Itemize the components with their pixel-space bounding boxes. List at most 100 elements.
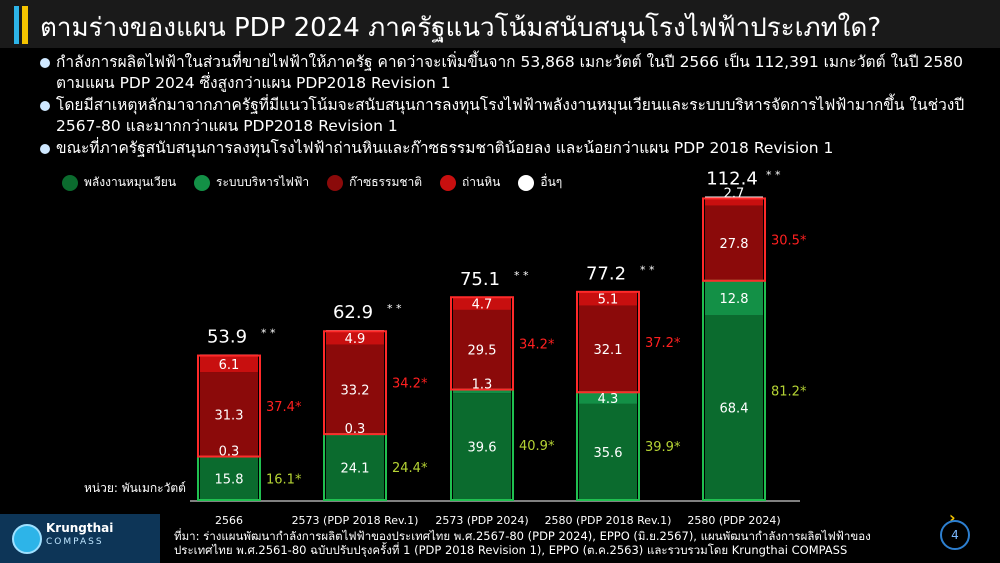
legend-item-grid-management: ระบบบริหารไฟฟ้า: [194, 173, 309, 192]
bar-value-label: 39.6: [468, 441, 497, 456]
bar-value-label: 0.3: [219, 445, 240, 460]
bar-segment-0: [326, 434, 384, 500]
bar-segment-0: [453, 393, 511, 500]
bar-value-label: 6.1: [219, 358, 240, 373]
bar-total-label: 53.9: [207, 326, 247, 347]
bar-segment-0: [579, 403, 637, 500]
logo-name: Krungthai: [46, 521, 114, 535]
bullet-item: โดยมีสาเหตุหลักมาจากภาครัฐที่มีแนวโน้มจะ…: [40, 95, 980, 137]
red-group-outline: [576, 290, 640, 394]
chevron-right-icon: ›: [949, 508, 956, 527]
red-group-outline: [702, 197, 766, 282]
bar-total-marks: * *: [766, 169, 781, 182]
bar-total-marks: * *: [514, 269, 529, 282]
bar-value-label: 27.8: [720, 237, 749, 252]
green-group-label: 40.9*: [519, 439, 555, 454]
green-group-label: 39.9*: [645, 440, 681, 455]
bar-value-label: 1.3: [472, 378, 493, 393]
chart-legend: พลังงานหมุนเวียน ระบบบริหารไฟฟ้า ก๊าซธรร…: [62, 173, 562, 192]
x-tick-label: 2566: [215, 514, 243, 527]
bar-value-label: 68.4: [720, 402, 749, 417]
title-bar: ตามร่างของแผน PDP 2024 ภาครัฐแนวโน้มสนับ…: [0, 0, 1000, 48]
legend-swatch: [440, 174, 457, 191]
logo-subtitle: COMPASS: [46, 537, 104, 547]
x-tick-label: 2573 (PDP 2018 Rev.1): [292, 514, 419, 527]
red-group-label: 37.2*: [645, 336, 681, 351]
bar-total-marks: * *: [261, 326, 276, 339]
page-number: 4: [940, 520, 970, 550]
green-group-label: 81.2*: [771, 384, 807, 399]
bar-segment-2: [453, 309, 511, 390]
bar-total-label: 77.2: [586, 264, 626, 285]
x-tick-label: 2580 (PDP 2024): [687, 514, 780, 527]
title-accent-yellow: [22, 6, 28, 44]
legend-label: ระบบบริหารไฟฟ้า: [216, 175, 310, 189]
red-group-outline: [323, 330, 387, 436]
bar-value-label: 33.2: [341, 383, 370, 398]
legend-swatch: [62, 174, 78, 191]
bar-value-label: 15.8: [215, 473, 244, 488]
bar-segment-1: [453, 389, 511, 394]
red-group-label: 34.2*: [519, 337, 555, 352]
page-title: ตามร่างของแผน PDP 2024 ภาครัฐแนวโน้มสนับ…: [40, 13, 882, 43]
red-group-label: 34.2*: [392, 377, 428, 392]
bar-segment-0: [705, 315, 763, 500]
legend-label: อื่นๆ: [540, 175, 563, 189]
bar-total-marks: * *: [640, 264, 655, 277]
bar-segment-3: [326, 331, 384, 345]
bar-value-label: 32.1: [594, 343, 623, 358]
green-group-label: 16.1*: [266, 472, 302, 487]
legend-label: ก๊าซธรรมชาติ: [349, 175, 423, 189]
bar-total-label: 62.9: [333, 302, 373, 323]
bar-value-label: 4.3: [598, 392, 619, 407]
bar-total-label: 75.1: [460, 269, 500, 290]
legend-item-coal: ถ่านหิน: [440, 173, 500, 192]
red-group-label: 30.5*: [771, 234, 807, 249]
red-group-outline: [450, 296, 514, 391]
bar-segment-3: [453, 297, 511, 310]
bar-segment-1: [705, 280, 763, 316]
bar-segment-0: [200, 457, 258, 500]
title-accent-blue: [14, 6, 19, 44]
bar-value-label: 4.9: [345, 332, 366, 347]
bullet-item: กำลังการผลิตไฟฟ้าในส่วนที่ขายไฟฟ้าให้ภาค…: [40, 52, 980, 94]
bar-segment-3: [200, 355, 258, 373]
bar-segment-3: [579, 291, 637, 306]
legend-item-renewable: พลังงานหมุนเวียน: [62, 173, 176, 192]
legend-item-other: อื่นๆ: [518, 173, 562, 192]
unit-label: หน่วย: พันเมกะวัตต์: [84, 481, 186, 495]
bar-segment-3: [705, 198, 763, 206]
legend-label: พลังงานหมุนเวียน: [84, 175, 177, 189]
legend-swatch: [194, 174, 211, 191]
x-tick-label: 2573 (PDP 2024): [435, 514, 528, 527]
bar-value-label: 4.7: [472, 298, 493, 313]
x-tick-label: 2580 (PDP 2018 Rev.1): [545, 514, 672, 527]
bar-total-label: 112.4: [706, 169, 758, 190]
bar-segment-2: [705, 205, 763, 281]
red-group-outline: [197, 354, 261, 458]
bar-total-marks: * *: [387, 302, 402, 315]
legend-swatch: [518, 174, 535, 191]
bar-value-label: 35.6: [594, 446, 623, 461]
legend-swatch: [327, 174, 344, 191]
krungthai-logo-icon: [12, 524, 42, 554]
legend-item-natural-gas: ก๊าซธรรมชาติ: [327, 173, 422, 192]
bar-value-label: 0.3: [345, 422, 366, 437]
bar-segment-1: [579, 392, 637, 404]
bar-value-label: 29.5: [468, 344, 497, 359]
bar-value-label: 24.1: [341, 461, 370, 476]
bar-segment-2: [579, 305, 637, 393]
bar-segment-2: [326, 344, 384, 435]
bullet-item: ขณะที่ภาครัฐสนับสนุนการลงทุนโรงไฟฟ้าถ่าน…: [40, 138, 980, 159]
red-group-label: 37.4*: [266, 400, 302, 415]
bullet-list: กำลังการผลิตไฟฟ้าในส่วนที่ขายไฟฟ้าให้ภาค…: [40, 52, 980, 160]
bar-segment-2: [200, 372, 258, 457]
bar-value-label: 5.1: [598, 293, 619, 308]
green-group-label: 24.4*: [392, 461, 428, 476]
legend-label: ถ่านหิน: [462, 175, 501, 189]
bar-value-label: 31.3: [215, 408, 244, 423]
bar-value-label: 12.8: [720, 292, 749, 307]
bar-value-label: 2.7: [724, 186, 745, 201]
source-note: ที่มา: ร่างแผนพัฒนากำลังการผลิตไฟฟ้าของป…: [174, 529, 871, 557]
